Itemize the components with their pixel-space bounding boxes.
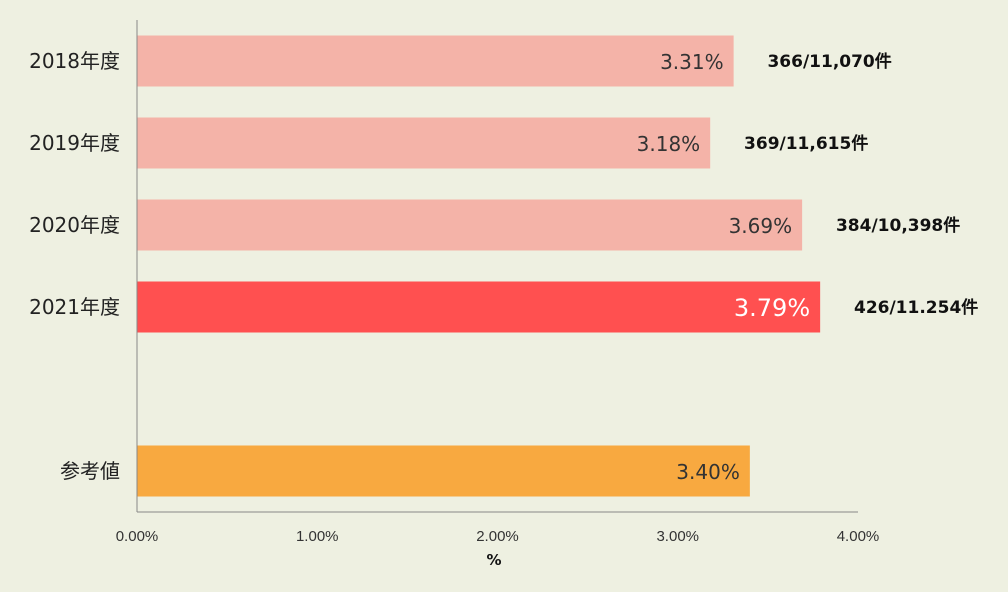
category-label: 2019年度	[29, 131, 120, 155]
category-label: 2020年度	[29, 213, 120, 237]
count-label: 369/11,615件	[744, 133, 868, 154]
count-label: 426/11.254件	[854, 297, 978, 318]
x-tick-label: 3.00%	[656, 528, 699, 545]
axes-group: 0.00% 1.00% 2.00% 3.00% 4.00%	[116, 20, 880, 545]
bar	[137, 35, 734, 87]
bar	[137, 281, 821, 333]
data-label: 3.79%	[734, 294, 810, 322]
data-label: 3.31%	[660, 50, 724, 74]
bar	[137, 445, 750, 497]
bar	[137, 199, 803, 251]
count-label: 366/11,070件	[767, 51, 891, 72]
category-label: 参考値	[60, 459, 120, 483]
bars-group: 2018年度 3.31% 366/11,070件 2019年度 3.18% 369/11,…	[29, 35, 978, 497]
x-tick-label: 4.00%	[837, 528, 880, 545]
x-tick-label: 2.00%	[476, 528, 519, 545]
x-tick-label: 0.00%	[116, 528, 159, 545]
count-label: 384/10,398件	[836, 215, 960, 236]
category-label: 2021年度	[29, 295, 120, 319]
data-label: 3.69%	[729, 214, 793, 238]
x-tick-label: 1.00%	[296, 528, 339, 545]
bar	[137, 117, 711, 169]
data-label: 3.18%	[637, 132, 701, 156]
data-label: 3.40%	[676, 460, 740, 484]
category-label: 2018年度	[29, 49, 120, 73]
x-axis-title: %	[486, 551, 501, 569]
